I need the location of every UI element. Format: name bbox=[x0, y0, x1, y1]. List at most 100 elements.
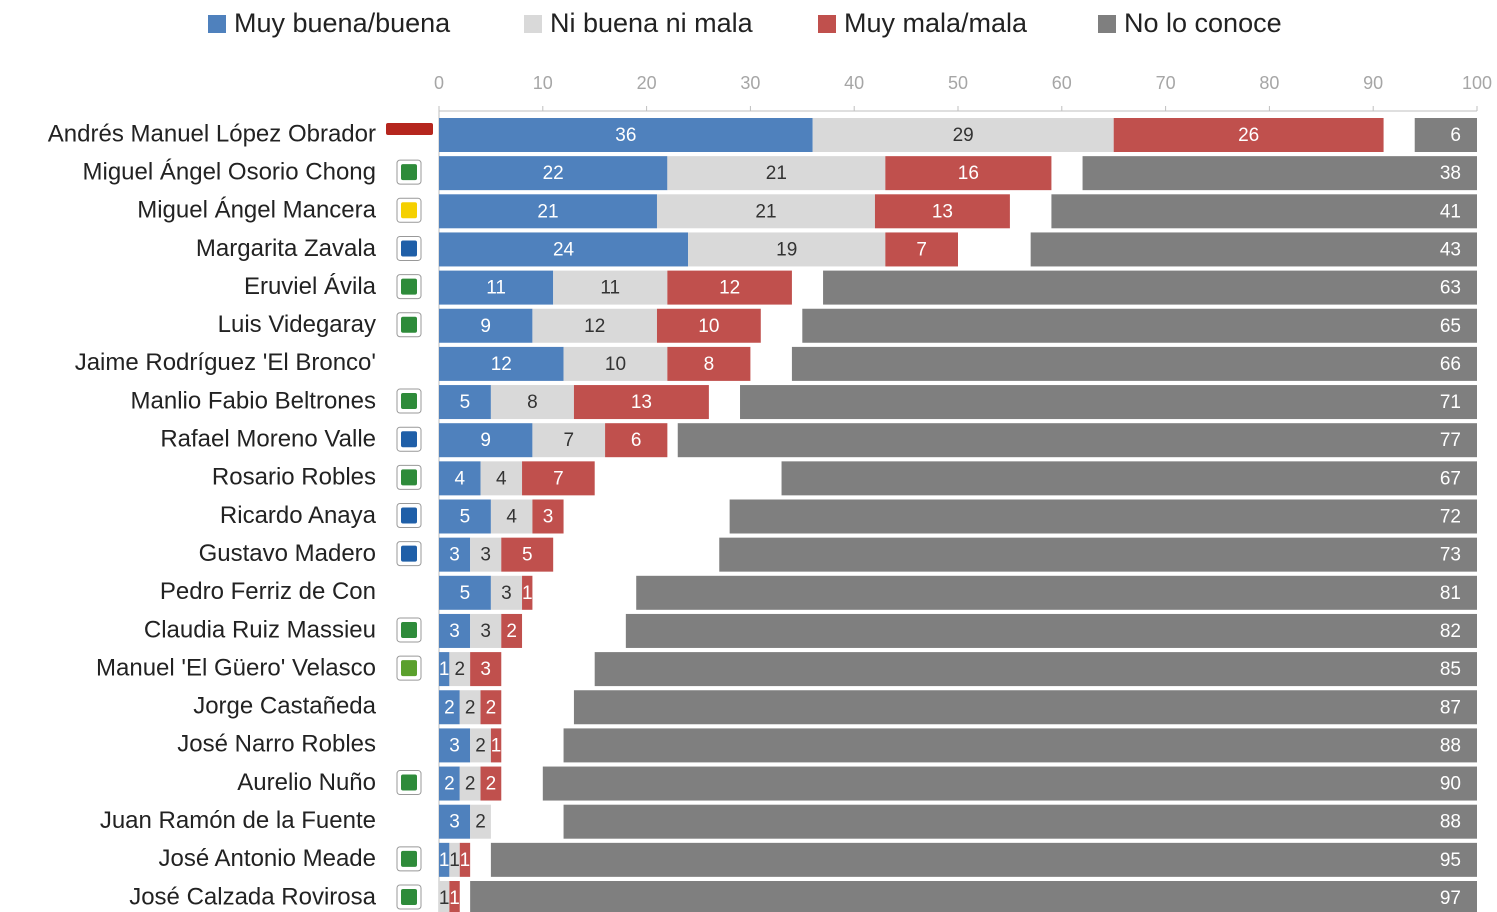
data-label: 3 bbox=[449, 735, 460, 756]
bar-segment bbox=[823, 270, 1477, 305]
bar-segment bbox=[791, 346, 1477, 381]
category-label: Pedro Ferriz de Con bbox=[160, 578, 376, 605]
data-label: 67 bbox=[1440, 468, 1461, 489]
bar-segment bbox=[439, 232, 689, 267]
bar-segment bbox=[1414, 118, 1477, 152]
data-label: 6 bbox=[631, 430, 642, 451]
data-label: 21 bbox=[766, 163, 787, 184]
data-label: 21 bbox=[755, 201, 776, 222]
bar-segment bbox=[439, 690, 460, 725]
bar-segment bbox=[439, 118, 813, 152]
data-label: 8 bbox=[527, 392, 538, 413]
data-label: 5 bbox=[460, 583, 471, 604]
category-label: Ricardo Anaya bbox=[220, 502, 377, 529]
legend-swatch bbox=[1098, 15, 1116, 33]
party-logo bbox=[401, 621, 417, 638]
bar-segment bbox=[573, 385, 709, 420]
data-label: 1 bbox=[439, 659, 450, 680]
x-tick-label: 10 bbox=[533, 73, 553, 93]
x-tick-label: 70 bbox=[1156, 73, 1176, 93]
bar-segment bbox=[656, 194, 875, 229]
bar-segment bbox=[439, 270, 554, 305]
bar-segment bbox=[563, 728, 1477, 763]
data-label: 6 bbox=[1450, 125, 1461, 146]
party-logo bbox=[401, 545, 417, 562]
legend-label: Muy buena/buena bbox=[234, 8, 451, 38]
bar-segment bbox=[594, 652, 1477, 687]
bar-segment bbox=[1051, 194, 1477, 229]
bar-segment bbox=[667, 346, 751, 381]
data-label: 19 bbox=[776, 239, 797, 260]
data-label: 1 bbox=[460, 850, 471, 871]
bar-segment bbox=[439, 728, 471, 763]
bar-segment bbox=[553, 270, 668, 305]
bar-segment bbox=[439, 766, 460, 801]
data-label: 12 bbox=[491, 354, 512, 375]
bar-segment bbox=[470, 652, 502, 687]
legend-label: No lo conoce bbox=[1124, 8, 1282, 38]
data-label: 88 bbox=[1440, 735, 1461, 756]
data-label: 2 bbox=[454, 659, 465, 680]
party-logo bbox=[401, 774, 417, 791]
bar-segment bbox=[522, 461, 595, 496]
bar-segment bbox=[563, 346, 668, 381]
bar-segment bbox=[439, 613, 471, 648]
data-label: 90 bbox=[1440, 774, 1461, 795]
data-label: 12 bbox=[719, 278, 740, 299]
category-label: Rafael Moreno Valle bbox=[160, 426, 376, 453]
bar-segment bbox=[1030, 232, 1477, 267]
category-label: Rosario Robles bbox=[212, 464, 376, 491]
bar-segment bbox=[449, 652, 471, 687]
category-label: Margarita Zavala bbox=[196, 235, 377, 262]
data-label: 7 bbox=[563, 430, 574, 451]
legend-label: Ni buena ni mala bbox=[550, 8, 754, 38]
bar-segment bbox=[625, 613, 1477, 648]
bar-segment bbox=[439, 346, 564, 381]
bar-segment bbox=[439, 804, 471, 839]
data-label: 12 bbox=[584, 316, 605, 337]
data-label: 2 bbox=[475, 812, 486, 833]
data-label: 3 bbox=[449, 812, 460, 833]
category-label: José Calzada Rovirosa bbox=[129, 883, 376, 910]
bar-segment bbox=[885, 156, 1052, 191]
data-label: 88 bbox=[1440, 812, 1461, 833]
data-label: 87 bbox=[1440, 697, 1461, 718]
bar-segment bbox=[459, 766, 481, 801]
bar-segment bbox=[439, 499, 491, 534]
bar-segment bbox=[729, 499, 1477, 534]
data-label: 95 bbox=[1440, 850, 1461, 871]
bar-segment bbox=[740, 385, 1477, 420]
legend-swatch bbox=[524, 15, 542, 33]
bar-segment bbox=[439, 423, 533, 458]
party-logo bbox=[401, 850, 417, 867]
bar-segment bbox=[470, 881, 1477, 912]
data-label: 2 bbox=[506, 621, 517, 642]
category-label: Claudia Ruiz Massieu bbox=[144, 616, 376, 643]
bar-segment bbox=[459, 690, 481, 725]
x-tick-label: 50 bbox=[948, 73, 968, 93]
party-logo bbox=[401, 164, 417, 181]
bar-segment bbox=[605, 423, 668, 458]
x-tick-label: 60 bbox=[1052, 73, 1072, 93]
data-label: 72 bbox=[1440, 507, 1461, 528]
party-logo bbox=[401, 469, 417, 486]
bar-segment bbox=[439, 652, 450, 687]
x-tick-label: 0 bbox=[434, 73, 444, 93]
data-label: 41 bbox=[1440, 201, 1461, 222]
bar-segment bbox=[439, 156, 668, 191]
bar-segment bbox=[781, 461, 1477, 496]
data-label: 7 bbox=[553, 468, 564, 489]
bar-segment bbox=[470, 537, 502, 572]
data-label: 81 bbox=[1440, 583, 1461, 604]
data-label: 97 bbox=[1440, 888, 1461, 909]
bar-segment bbox=[480, 690, 502, 725]
legend-swatch bbox=[818, 15, 836, 33]
data-label: 1 bbox=[449, 888, 460, 909]
bar-segment bbox=[688, 232, 886, 267]
x-tick-label: 90 bbox=[1363, 73, 1383, 93]
category-label: José Narro Robles bbox=[177, 731, 376, 758]
party-logo bbox=[401, 889, 417, 905]
data-label: 2 bbox=[465, 697, 476, 718]
bar-segment bbox=[449, 842, 460, 877]
bar-segment bbox=[501, 537, 554, 572]
